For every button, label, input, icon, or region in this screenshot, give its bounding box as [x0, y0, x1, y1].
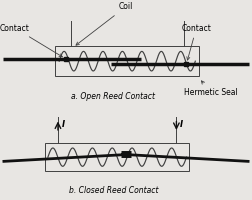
Text: I: I	[180, 120, 183, 129]
Text: Contact: Contact	[0, 24, 62, 57]
Text: Coil: Coil	[76, 2, 133, 45]
Text: Contact: Contact	[181, 24, 211, 60]
Bar	[55, 46, 199, 76]
Bar	[45, 143, 189, 171]
Text: Hermetic Seal: Hermetic Seal	[184, 81, 238, 97]
Text: b. Closed Reed Contact: b. Closed Reed Contact	[69, 186, 158, 195]
Text: a. Open Reed Contact: a. Open Reed Contact	[71, 92, 155, 101]
Text: I: I	[62, 120, 65, 129]
